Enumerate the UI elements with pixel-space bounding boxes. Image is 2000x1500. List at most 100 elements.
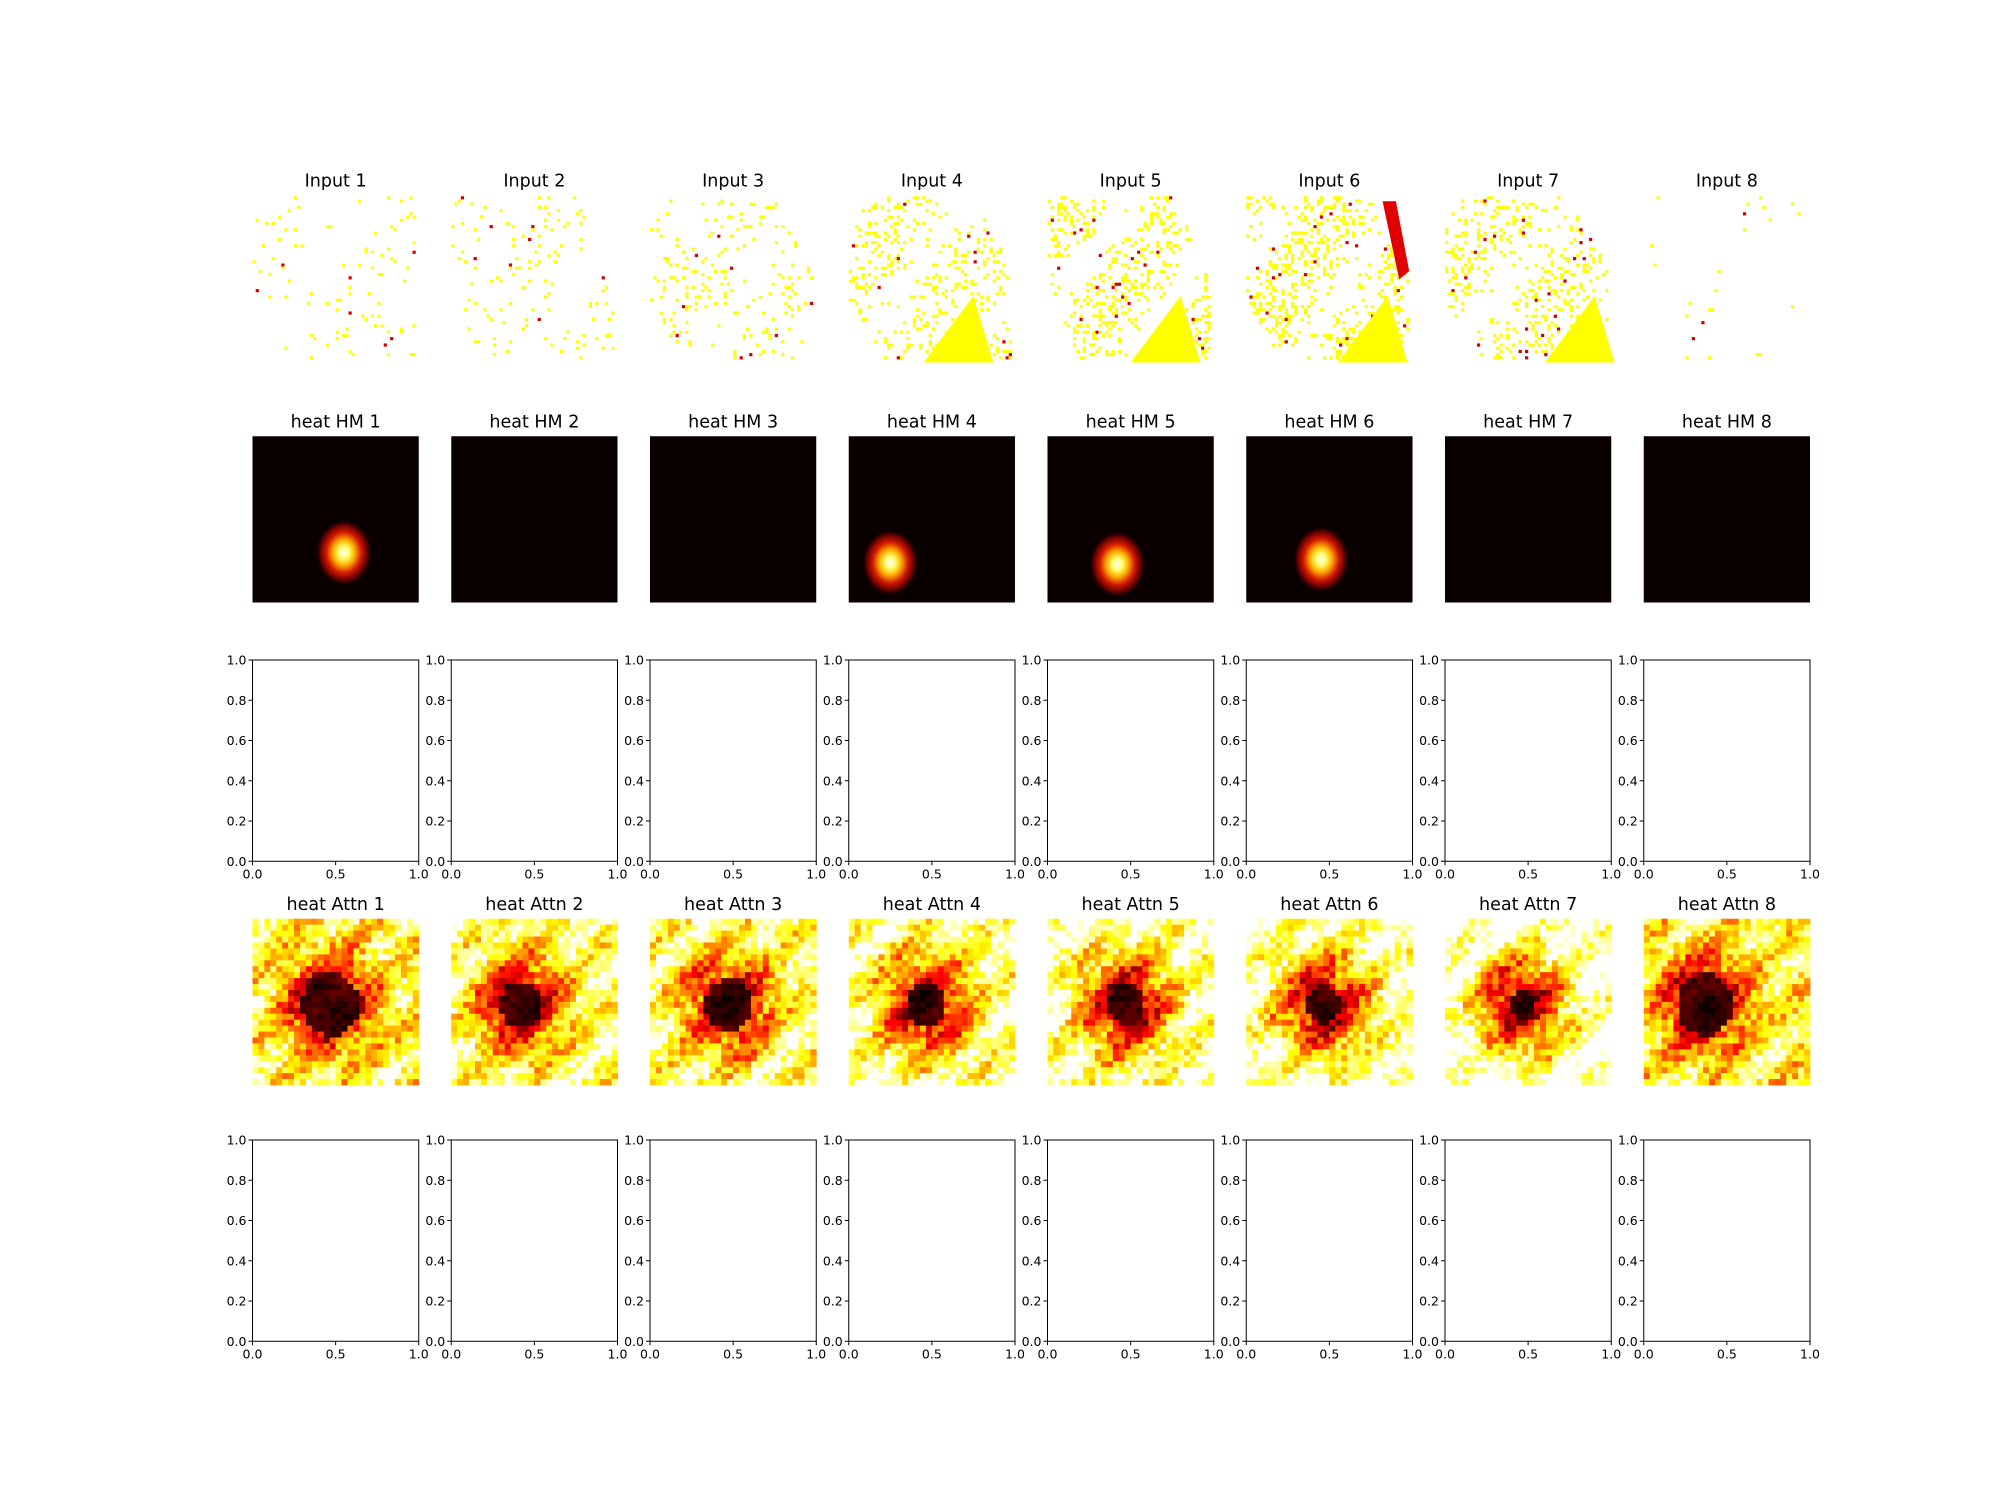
input-pixel [1310, 279, 1314, 283]
input-pixel [874, 276, 878, 280]
input-pixel [1464, 231, 1468, 235]
input-pixel [855, 282, 859, 286]
input-pixel [1307, 321, 1311, 325]
input-pixel [1291, 253, 1295, 258]
attention-cell [522, 978, 529, 985]
input-pixel [1464, 263, 1468, 267]
input-pixel [896, 266, 900, 270]
attention-cell [288, 930, 295, 937]
attention-cell [756, 930, 764, 937]
input-pixel [1399, 308, 1404, 312]
attention-cell [599, 1001, 607, 1009]
input-pixel [1101, 289, 1106, 293]
input-pixel [1329, 337, 1333, 341]
input-pixel [1483, 237, 1487, 242]
attention-cell [341, 1037, 348, 1044]
attention-cell [792, 1037, 799, 1044]
attention-cell [305, 954, 313, 961]
attention-cell [546, 942, 553, 949]
attention-cell [679, 978, 687, 985]
attention-cell [558, 1019, 565, 1027]
input-pixel [1493, 247, 1497, 251]
input-pixel [928, 199, 932, 203]
attention-cell [745, 1061, 752, 1068]
input-pixel [1095, 349, 1099, 354]
attention-cell [727, 1073, 734, 1080]
attention-cell [691, 930, 698, 937]
attention-cell [985, 978, 992, 985]
attention-cell [258, 978, 265, 985]
attention-cell [395, 936, 402, 943]
input-pixel [1255, 295, 1260, 299]
attention-cell [697, 1055, 704, 1062]
input-pixel [1518, 340, 1522, 344]
input-pixel [1499, 234, 1503, 238]
attention-cell [347, 1031, 354, 1038]
attention-cell [715, 960, 722, 967]
attention-cell [979, 966, 986, 973]
input-pixel [1117, 250, 1122, 254]
attention-cell [955, 990, 962, 997]
attention-cell [587, 1043, 595, 1050]
attention-cell [878, 954, 885, 961]
attention-cell [564, 978, 571, 985]
input-pixel [1493, 215, 1497, 219]
attention-cell [979, 948, 986, 955]
input-pixel [874, 266, 878, 270]
input-pixel [537, 244, 541, 248]
attention-cell [943, 972, 951, 979]
attention-cell [377, 960, 384, 967]
input-pixel [300, 244, 304, 248]
attention-cell [739, 1031, 746, 1038]
input-pixel [1345, 343, 1349, 347]
input-pixel [1528, 244, 1532, 248]
attention-cell [605, 1031, 612, 1038]
input-pixel [1105, 330, 1109, 334]
input-pixel [733, 353, 737, 357]
attention-cell [522, 942, 529, 949]
attention-cell [733, 1079, 740, 1086]
input-pixel [1275, 266, 1279, 270]
attention-cell [412, 942, 420, 949]
attention-cell [961, 984, 968, 991]
attention-cell [949, 966, 957, 973]
attention-cell [463, 1001, 470, 1009]
attention-cell [323, 948, 331, 955]
input-pixel [1576, 253, 1580, 258]
attention-cell [798, 948, 805, 955]
input-pixel [1521, 234, 1525, 238]
input-pixel [492, 343, 497, 347]
attention-cell [258, 924, 265, 932]
y-tick-label: 1.0 [823, 653, 843, 668]
input-pixel [1367, 202, 1372, 206]
attention-cell [599, 995, 607, 1003]
input-pixel [928, 228, 932, 232]
input-pixel [1127, 308, 1131, 312]
attention-cell [611, 978, 618, 985]
input-pixel [399, 199, 403, 203]
attention-cell [552, 1043, 559, 1050]
attention-cell [611, 1001, 618, 1009]
attention-cell [804, 924, 811, 932]
attention-cell [792, 1049, 799, 1056]
attention-cell [323, 1079, 331, 1086]
input-pixel [1342, 218, 1346, 222]
input-pixel [685, 308, 689, 312]
attention-cell [294, 1079, 301, 1086]
input-pixel [1515, 205, 1519, 210]
attention-cell [463, 1073, 470, 1080]
attention-cell [480, 995, 488, 1003]
attention-cell [383, 1049, 390, 1056]
input-pixel [1451, 212, 1455, 216]
attention-cell [317, 1067, 325, 1074]
input-pixel [1553, 324, 1557, 328]
attention-cell [721, 948, 728, 955]
attention-cell [750, 966, 758, 973]
attention-cell [365, 1055, 372, 1062]
attention-cell [252, 1061, 259, 1068]
attention-cell [581, 1001, 589, 1009]
attention-cell [570, 978, 577, 985]
attention-cell [774, 936, 782, 943]
input-pixel [1178, 228, 1182, 232]
input-pixel [1204, 340, 1208, 344]
